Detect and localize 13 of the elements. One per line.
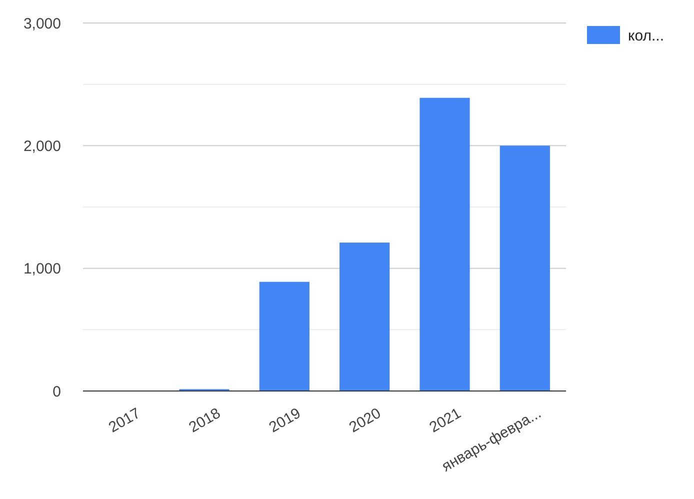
x-tick-label: 2019 [266,404,304,436]
bar [340,242,390,391]
y-tick-label: 0 [52,383,61,400]
bar [259,282,310,391]
x-tick-label: 2018 [186,404,224,436]
x-tick-label: 2020 [346,404,384,436]
y-tick-label: 3,000 [23,15,61,32]
legend-label: кол... [628,27,664,44]
x-tick-label: 2017 [106,404,144,436]
y-tick-label: 2,000 [23,138,61,155]
bar [500,146,550,391]
bar [420,98,470,391]
y-tick-label: 1,000 [23,260,61,278]
